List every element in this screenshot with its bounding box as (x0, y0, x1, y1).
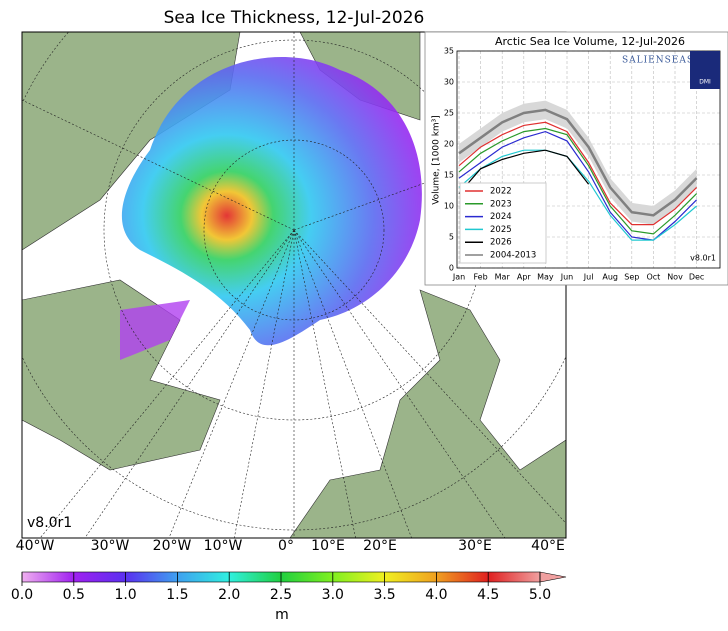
x-tick-label: Jan (452, 273, 465, 282)
x-tick-label: Feb (474, 273, 488, 282)
colorbar-tick-label: 1.5 (166, 587, 188, 603)
series-line (458, 149, 697, 241)
chart-logo: SALIENSEAS (622, 56, 694, 66)
legend-label: 2004-2013 (490, 251, 536, 261)
y-axis-label: Volume, [1000 km³] (432, 115, 442, 205)
map-version: v8.0r1 (27, 515, 72, 531)
x-tick-label: May (537, 273, 554, 282)
legend-label: 2026 (490, 238, 512, 248)
colorbar-tick-label: 5.0 (529, 587, 551, 603)
colorbar-tick-label: 3.0 (322, 587, 344, 603)
colorbar-tick-label: 4.0 (425, 587, 447, 603)
y-tick-label: 35 (444, 47, 454, 56)
legend-label: 2022 (490, 187, 512, 197)
range-band (459, 100, 697, 225)
lon-label: 20°E (363, 538, 397, 554)
colorbar-tick-label: 0.0 (11, 587, 33, 603)
y-tick-label: 30 (444, 78, 454, 87)
lon-label: 40°W (16, 538, 55, 554)
legend-label: 2023 (490, 199, 512, 209)
plot-frame (456, 50, 721, 269)
series-line (458, 149, 590, 194)
x-tick-label: Dec (689, 273, 704, 282)
lon-label: 30°W (91, 538, 130, 554)
y-tick-label: 25 (444, 109, 454, 118)
x-tick-label: Jul (583, 273, 594, 282)
colorbar-tick-label: 0.5 (63, 587, 85, 603)
dmi-label: DMI (699, 79, 711, 86)
series-line (458, 127, 698, 235)
lon-label: 20°W (153, 538, 192, 554)
colorbar-extend (539, 571, 567, 583)
y-tick-label: 0 (449, 264, 454, 273)
x-tick-label: Apr (517, 273, 532, 282)
x-tick-label: Mar (495, 273, 511, 282)
lon-label: 30°E (458, 538, 492, 554)
colorbar-tick-label: 2.5 (270, 587, 292, 603)
x-tick-label: Oct (646, 273, 660, 282)
legend-box (459, 182, 547, 264)
series-line (458, 121, 698, 226)
lon-label: 10°W (204, 538, 243, 554)
colorbar-tick-label: 3.5 (373, 587, 395, 603)
lon-label: 0° (278, 538, 294, 554)
series-line (458, 108, 698, 217)
dmi-badge (690, 51, 720, 89)
y-tick-label: 20 (444, 140, 454, 149)
chart-version: v8.0r1 (690, 254, 716, 263)
y-tick-label: 5 (449, 233, 454, 242)
x-tick-label: Nov (667, 273, 683, 282)
inset-chart: Arctic Sea Ice Volume, 12-Jul-2026 Volume… (424, 31, 728, 286)
chart-title: Arctic Sea Ice Volume, 12-Jul-2026 (495, 35, 685, 48)
x-tick-label: Sep (624, 273, 639, 282)
legend-label: 2025 (490, 225, 512, 235)
map-title: Sea Ice Thickness, 12-Jul-2026 (164, 8, 425, 28)
lon-label: 10°E (311, 538, 345, 554)
legend-label: 2024 (490, 212, 512, 222)
colorbar-unit: m (275, 607, 289, 623)
y-tick-label: 10 (444, 202, 454, 211)
x-tick-label: Jun (560, 273, 574, 282)
colorbar-tick-label: 4.5 (477, 587, 499, 603)
x-tick-label: Aug (602, 273, 618, 282)
colorbar-tick-label: 2.0 (218, 587, 240, 603)
colorbar-tick-label: 1.0 (114, 587, 136, 603)
lon-label: 40°E (531, 538, 565, 554)
y-tick-label: 15 (444, 171, 454, 180)
